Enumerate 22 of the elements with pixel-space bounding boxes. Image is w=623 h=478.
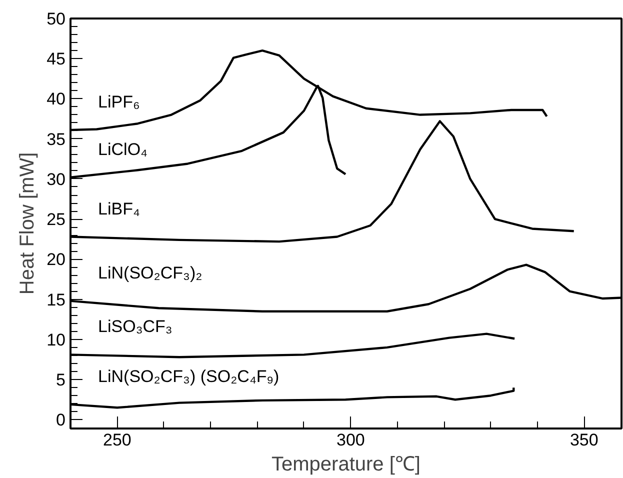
y-tick-label: 30 [46, 170, 66, 189]
y-tick-label: 45 [46, 50, 66, 69]
y-tick-label: 5 [56, 370, 66, 390]
legend-label: LiN(SO₂CF₃) (SO₂C₄F₉) [98, 366, 280, 386]
x-axis-title: Temperature [℃] [272, 454, 420, 476]
x-tick-label: 250 [103, 430, 132, 450]
y-tick-label: 35 [46, 130, 66, 149]
y-tick-label: 50 [46, 10, 66, 28]
x-tick-label: 300 [336, 430, 365, 450]
legend-label: LiClO₄ [98, 140, 148, 159]
y-tick-label: 25 [46, 210, 66, 230]
legend-label: LiN(SO₂CF₃)₂ [98, 263, 202, 282]
y-tick-label: 40 [46, 90, 66, 109]
y-axis-title: Heat Flow [mW] [16, 152, 39, 295]
y-tick-label: 20 [46, 250, 66, 270]
legend-label: LiPF₆ [98, 92, 140, 112]
y-tick-label: 15 [46, 290, 66, 310]
legend-label: LiBF₄ [98, 199, 140, 218]
legend-label: LiSO₃CF₃ [98, 317, 172, 336]
x-tick-label: 350 [570, 430, 598, 450]
y-tick-label: 0 [56, 410, 66, 430]
y-tick-label: 10 [46, 330, 66, 350]
